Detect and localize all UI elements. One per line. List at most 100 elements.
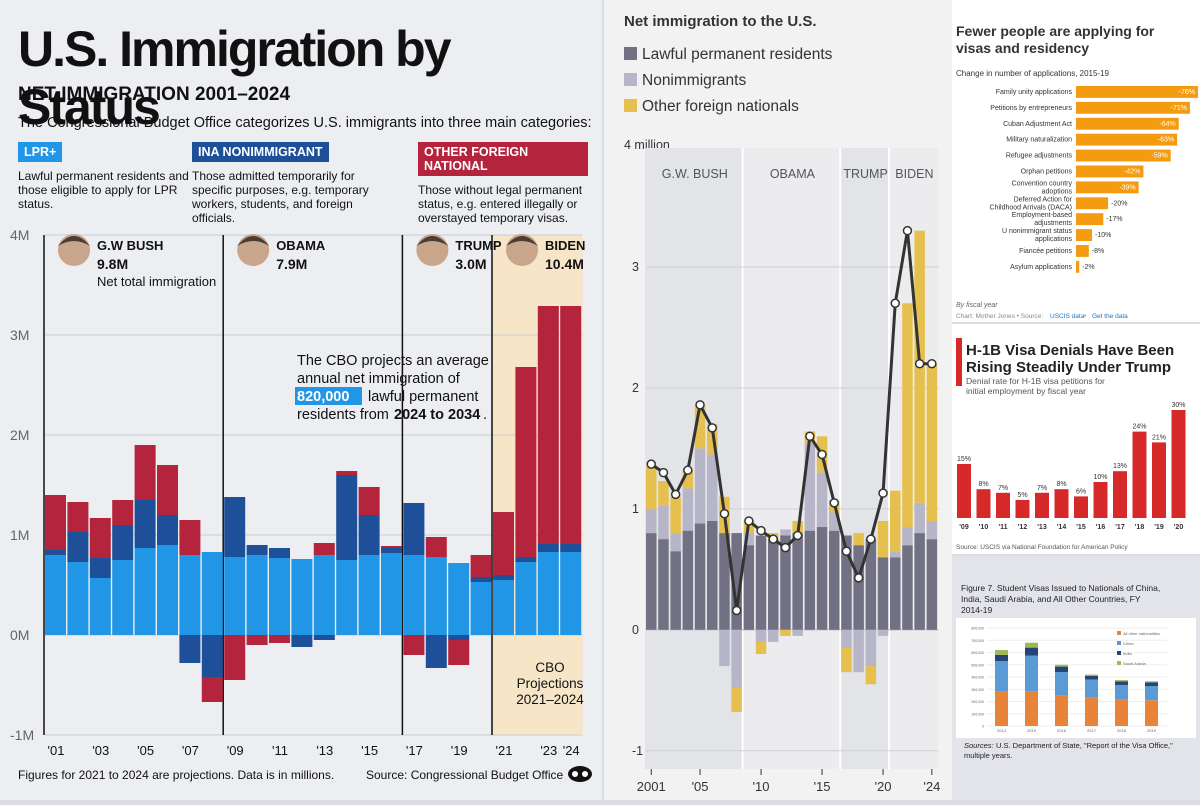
bar-segment [865,666,877,685]
bar [1035,492,1049,518]
callout-emphasis: 2024 to 2034 [394,407,480,423]
bar [1076,86,1198,98]
x-tick-label: 2017 [1087,728,1097,733]
net-immigration-chart: -1M 0M 1M 2M 3M 4M '01 '03 '05 '07 '09 '11 '13 '15 '17… [10,227,585,758]
chart-note: By fiscal year [956,302,998,309]
bar-segment [780,529,791,536]
bar-segment [890,490,901,552]
x-tick-label: '05 [137,743,154,758]
chart-subtitle: initial employment by fiscal year [966,386,1086,396]
bar [1152,442,1166,518]
bar-segment [425,537,447,557]
bar-segment [381,548,402,553]
bar-segment [179,635,201,663]
bar-segment [470,555,492,577]
bar-segment [646,466,657,509]
x-tick-label: '12 [1018,524,1028,531]
y-tick-label: 0 [982,725,984,729]
callout-line: lawful permanent [368,389,478,405]
value-label: 24% [1132,424,1146,431]
bar-segment [134,500,156,548]
panel-title: U.S. Immigration by Status [18,21,452,135]
bar-segment [853,629,864,673]
bar-segment [336,475,358,560]
bar-segment [995,654,1008,662]
value-label: 7% [1037,485,1047,492]
value-label: -42% [1124,169,1140,176]
bar-segment [792,629,803,636]
y-tick-label: 1M [10,527,29,543]
category-label: Fiancée petitions [1019,248,1072,255]
total-point [707,423,717,433]
category-label: Deferred Action for [1014,196,1073,203]
value-label: 10% [1093,474,1107,481]
legend-swatch [624,73,637,86]
bar-segment [112,560,134,635]
x-tick-label: '13 [1037,524,1047,531]
bar-segment [780,629,791,636]
bar-segment [755,535,767,630]
bar-segment [1055,672,1068,696]
value-label: 5% [1017,492,1027,499]
bar-segment [995,661,1008,692]
callout-highlight-box [295,387,362,405]
bar-segment [804,443,816,531]
bar-segment [926,363,938,521]
legend-label: Nonimmigrants [642,72,746,89]
bar-segment [731,687,742,713]
y-tick-label: 2 [632,381,639,395]
bar-segment [313,555,335,635]
bar-segment [537,306,559,544]
bar-segment [1025,642,1038,648]
x-tick-label: '19 [1154,524,1164,531]
bar-segment [670,496,681,534]
legend-swatch [624,47,637,60]
x-tick-label: '07 [182,743,199,758]
x-tick-label: '15 [814,779,831,794]
value-label: -63% [1158,137,1174,144]
y-tick-label: 0 [632,623,639,637]
category-label: Cuban Adjustment Act [1003,121,1072,128]
bar-segment [646,533,657,630]
bar [976,489,991,518]
bar-segment [1055,695,1068,726]
bar-segment [658,505,669,540]
bar [1076,197,1109,210]
bar-segment [246,545,268,555]
bar-segment [403,503,425,555]
legend-label: India [1123,651,1132,656]
total-point [902,225,913,236]
value-label: 13% [1113,463,1127,470]
total-point [695,400,705,410]
credit-separator: • [1084,313,1087,320]
total-point [670,489,681,500]
callout-line: . [483,407,487,423]
bar [1132,431,1147,518]
bar-segment [89,558,111,578]
visa-applications-panel: Fewer people are applying for visas and r… [952,0,1200,322]
bar-segment [1145,686,1158,701]
chart-title: Fewer people are applying for [956,23,1155,39]
total-point [841,546,852,556]
bar-segment [112,500,134,525]
category-other: OTHER FOREIGN NATIONAL Those without leg… [418,142,588,225]
x-tick-label: '11 [272,743,288,758]
president-portrait-icon [237,234,270,266]
bar-segment [719,533,730,630]
bar-segment [743,545,755,630]
category-tag: OTHER FOREIGN NATIONAL [418,142,588,176]
x-tick-label: '20 [1174,524,1184,531]
bar-segment [877,629,889,636]
bar-segment [224,635,246,680]
bar-segment [902,527,913,546]
x-tick-label: 2001 [637,779,666,794]
panel-intro: The Congressional Budget Office categori… [18,115,592,131]
x-tick-label: '17 [406,743,423,758]
category-label: Asylum applications [1010,264,1072,271]
total-point [927,358,937,369]
bar-segment [1145,700,1158,726]
category-label: applications [1035,236,1072,243]
y-tick-label: 0M [10,627,29,643]
category-label: Military naturalization [1006,137,1072,144]
